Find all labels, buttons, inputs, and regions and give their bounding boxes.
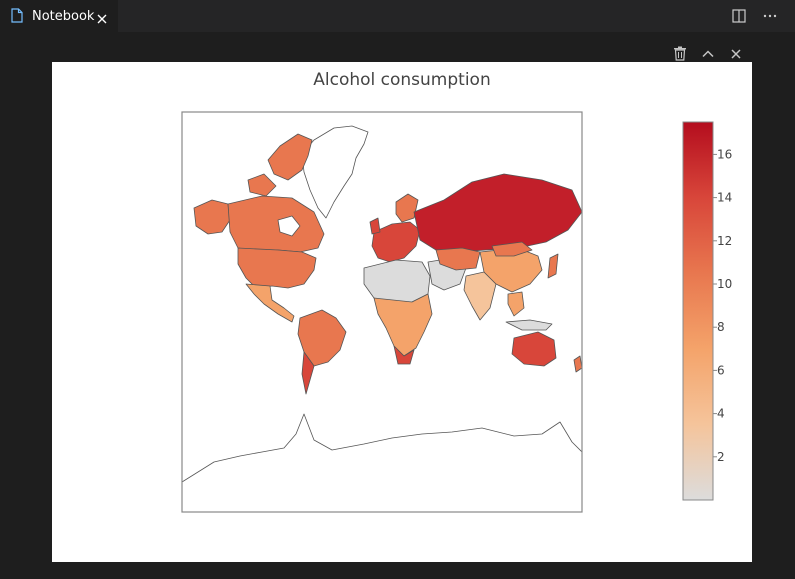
region-uk[interactable]	[369, 217, 381, 235]
region-antarctica[interactable]	[182, 413, 582, 512]
plot-title: Alcohol consumption	[313, 70, 491, 90]
region-canada[interactable]	[227, 195, 325, 253]
collapse-up-icon[interactable]	[701, 46, 715, 65]
editor-tab-bar: Notebook	[0, 0, 795, 32]
colorbar-tick-label: 16	[717, 147, 732, 161]
region-se-asia[interactable]	[507, 291, 525, 317]
region-arctic-islands[interactable]	[267, 133, 313, 181]
plot-output: Alcohol consumption	[52, 62, 752, 562]
colorbar-tick-label: 10	[717, 277, 732, 291]
region-mongolia[interactable]	[491, 241, 533, 257]
region-australia[interactable]	[511, 331, 557, 367]
region-brazil[interactable]	[297, 309, 347, 367]
region-greenland[interactable]	[301, 125, 369, 219]
region-central-asia[interactable]	[435, 247, 481, 271]
file-icon	[11, 8, 23, 27]
map-frame	[181, 111, 583, 513]
tab-notebook[interactable]: Notebook	[0, 0, 118, 32]
region-argentina[interactable]	[301, 351, 315, 395]
colorbar-tick-label: 8	[717, 320, 725, 334]
close-icon[interactable]	[96, 10, 108, 29]
close-output-icon[interactable]	[729, 46, 743, 65]
region-usa[interactable]	[237, 247, 317, 289]
split-editor-icon[interactable]	[731, 8, 747, 28]
region-alaska[interactable]	[193, 199, 231, 235]
region-indonesia[interactable]	[505, 319, 553, 331]
region-russia[interactable]	[413, 173, 582, 253]
region-arctic-islands-2[interactable]	[247, 173, 277, 197]
region-europe[interactable]	[371, 221, 421, 263]
region-scandinavia[interactable]	[395, 193, 419, 223]
colorbar-tick-label: 4	[717, 407, 725, 421]
tab-label: Notebook	[32, 9, 95, 24]
region-mexico[interactable]	[245, 283, 295, 323]
colorbar-tick-label: 14	[717, 191, 732, 205]
colorbar-tick-label: 12	[717, 234, 732, 248]
region-new-zealand[interactable]	[573, 355, 582, 373]
trash-icon[interactable]	[673, 46, 687, 65]
region-africa[interactable]	[373, 293, 433, 357]
colorbar-tick-label: 6	[717, 363, 725, 377]
region-north-africa[interactable]	[363, 259, 431, 305]
more-actions-icon[interactable]	[762, 8, 778, 28]
colorbar: 2 4 6 8 10 12 14 16	[682, 121, 732, 501]
colorbar-tick-label: 2	[717, 450, 725, 464]
region-south-africa[interactable]	[393, 345, 415, 365]
choropleth-map: 2 4 6 8 10 12 14 16	[181, 111, 732, 513]
region-japan[interactable]	[547, 253, 559, 279]
